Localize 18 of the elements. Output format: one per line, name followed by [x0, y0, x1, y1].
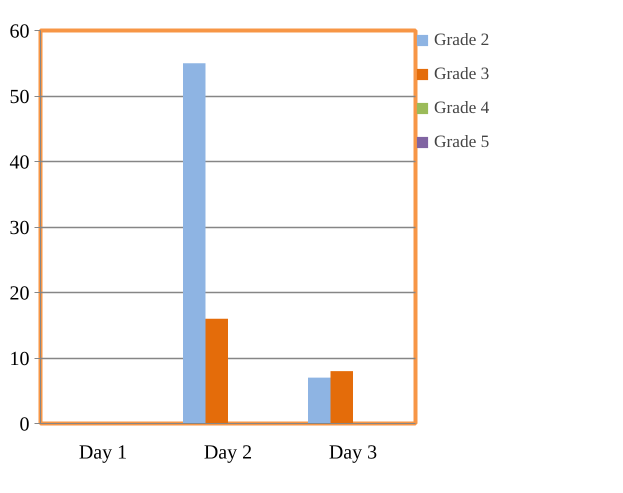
x-tick-label: Day 1 [78, 442, 128, 464]
bar [206, 318, 228, 424]
bar [330, 371, 353, 424]
y-tick-label: 60 [10, 20, 30, 42]
y-tick-label: 10 [10, 348, 30, 370]
bar [308, 378, 330, 424]
x-tick-label: Day 2 [204, 442, 252, 464]
y-tick-label: 50 [10, 86, 30, 108]
y-tick-label: 0 [20, 414, 30, 436]
y-tick-label: 20 [10, 282, 30, 304]
legend-label: Grade 4 [434, 98, 490, 118]
legend-label: Grade 5 [434, 132, 490, 152]
legend-label: Grade 3 [434, 64, 490, 84]
x-tick-label: Day 3 [328, 442, 378, 464]
y-tick-label: 30 [10, 217, 30, 239]
bar [183, 63, 206, 424]
y-tick-label: 40 [10, 152, 30, 174]
legend-label: Grade 2 [434, 30, 490, 50]
